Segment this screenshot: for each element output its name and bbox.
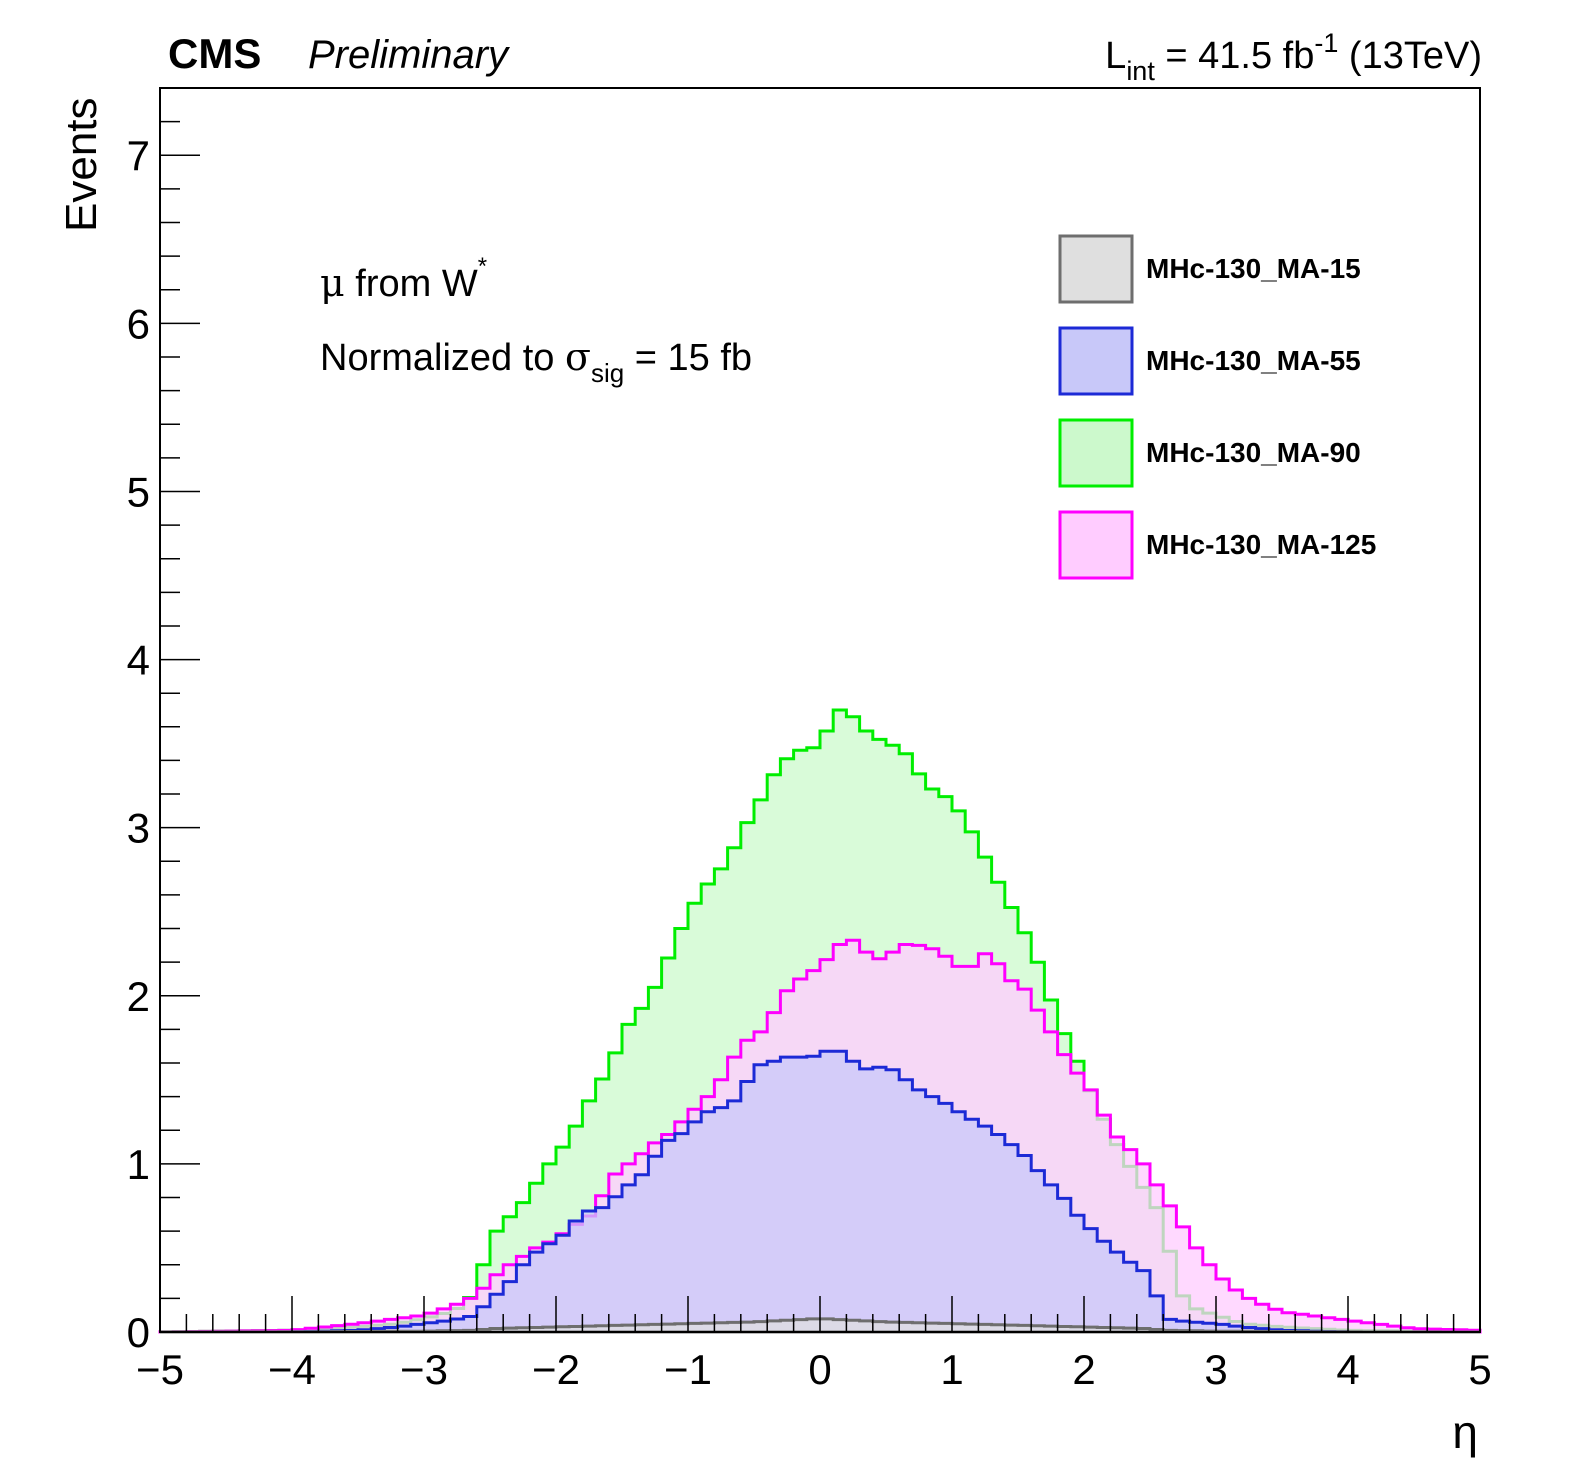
x-tick-labels: −5 −4 −3 −2 −1 0 1 2 3 4 5: [136, 1346, 1492, 1393]
annotation-muon-text: from W: [345, 263, 478, 305]
annotation-normalization: Normalized to σsig = 15 fb: [320, 335, 752, 388]
x-tick-label: 3: [1204, 1346, 1227, 1393]
x-tick-label: −4: [268, 1346, 316, 1393]
experiment-label: CMS: [168, 30, 261, 77]
x-axis-title: η: [1452, 1406, 1478, 1458]
legend-swatch-ma55: [1058, 326, 1134, 396]
y-tick-labels: 0 1 2 3 4 5 6 7: [127, 132, 150, 1356]
lumi-energy: (13TeV): [1338, 35, 1482, 77]
legend-swatch-ma125: [1058, 510, 1134, 580]
x-tick-label: 2: [1072, 1346, 1095, 1393]
y-axis-title: Events: [57, 97, 106, 232]
legend-label-ma90: MHc-130_MA-90: [1146, 437, 1361, 468]
y-tick-label: 0: [127, 1309, 150, 1356]
lumi-subscript: int: [1126, 56, 1155, 86]
annotation-muon-source: μ from W*: [320, 253, 487, 305]
lumi-value: = 41.5 fb: [1155, 35, 1315, 77]
x-tick-label: −1: [664, 1346, 712, 1393]
x-tick-label: −3: [400, 1346, 448, 1393]
x-tick-label: 5: [1468, 1346, 1491, 1393]
x-tick-label: 4: [1336, 1346, 1359, 1393]
legend-label-ma125: MHc-130_MA-125: [1146, 529, 1376, 560]
y-tick-label: 1: [127, 1141, 150, 1188]
legend-swatch-ma15: [1058, 234, 1134, 304]
x-tick-label: −2: [532, 1346, 580, 1393]
x-tick-label: −5: [136, 1346, 184, 1393]
y-tick-label: 2: [127, 973, 150, 1020]
lumi-prefix: L: [1105, 35, 1126, 77]
x-tick-label: 0: [808, 1346, 831, 1393]
tick-layer: [159, 87, 1481, 1333]
annotation-norm-tail: = 15 fb: [624, 337, 752, 379]
legend-label-ma55: MHc-130_MA-55: [1146, 345, 1361, 376]
lumi-label: Lint = 41.5 fb-1 (13TeV): [1105, 28, 1482, 86]
lumi-superscript: -1: [1314, 28, 1338, 58]
annotation-star: *: [478, 253, 487, 280]
status-label: Preliminary: [308, 33, 511, 77]
y-tick-label: 4: [127, 637, 150, 684]
y-tick-label: 3: [127, 805, 150, 852]
legend-swatch-ma90: [1058, 418, 1134, 488]
annotation-norm-text: Normalized to: [320, 337, 565, 379]
y-tick-label: 5: [127, 468, 150, 515]
annotation-sigma-sub: sig: [591, 358, 624, 388]
legend: MHc-130_MA-15 MHc-130_MA-55 MHc-130_MA-9…: [1058, 234, 1376, 580]
y-tick-label: 7: [127, 132, 150, 179]
x-tick-label: 1: [940, 1346, 963, 1393]
annotation-mu-glyph: μ: [320, 261, 345, 305]
legend-label-ma15: MHc-130_MA-15: [1146, 253, 1361, 284]
y-tick-label: 6: [127, 300, 150, 347]
annotation-sigma-glyph: σ: [565, 335, 591, 379]
